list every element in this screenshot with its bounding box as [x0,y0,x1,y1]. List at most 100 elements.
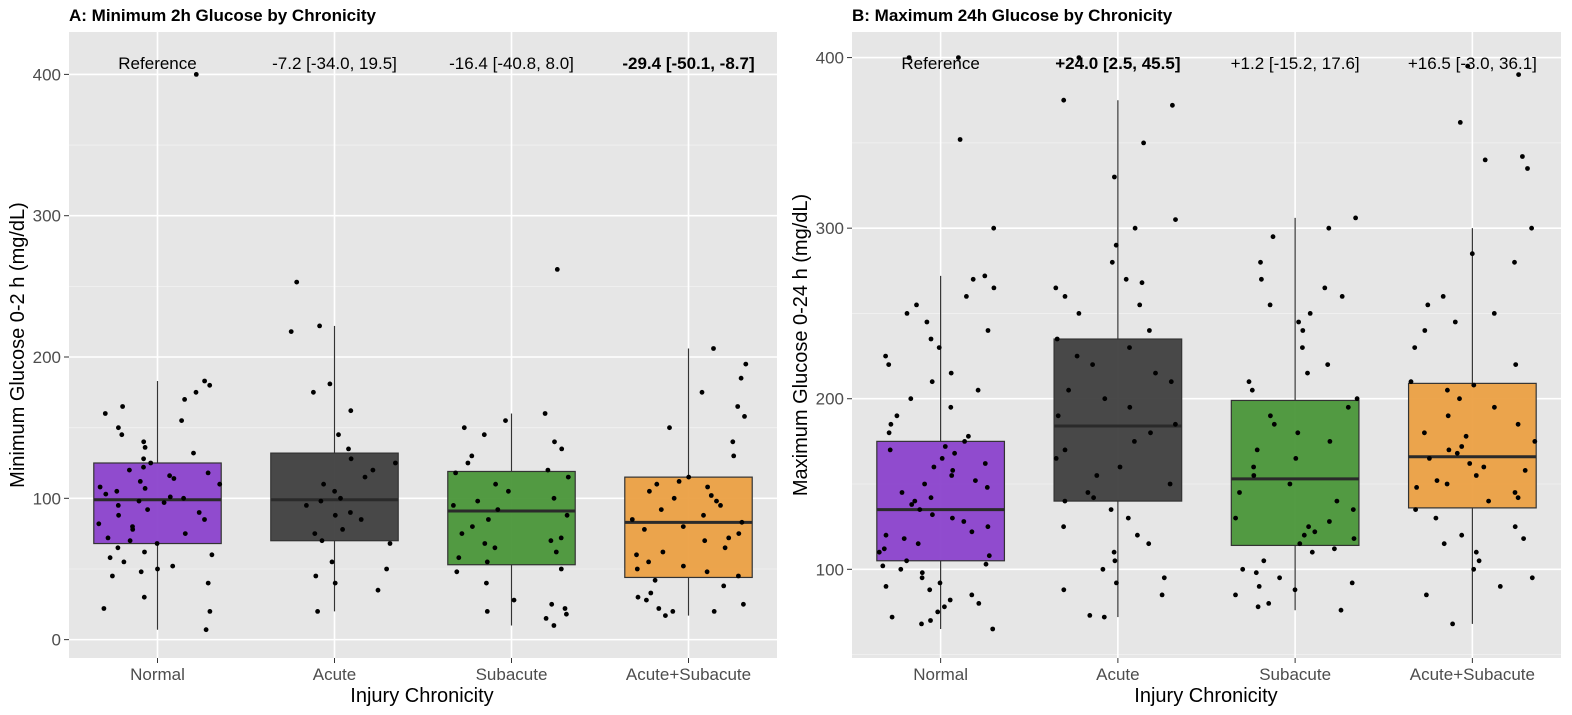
y-tick-label: 200 [816,390,844,409]
data-point [1251,464,1256,470]
data-point [1512,490,1518,495]
data-point [731,453,737,459]
data-point [912,498,918,504]
data-point [956,55,961,60]
data-point [207,382,213,388]
data-point [1463,433,1469,439]
box-iqr [270,452,399,542]
data-point [1481,464,1487,470]
data-point [1515,495,1521,501]
data-point [170,563,176,569]
data-point [145,507,151,512]
data-point [705,484,710,490]
data-point [647,488,652,494]
x-tick-label: Acute [1096,665,1139,684]
data-point [1074,353,1080,359]
data-point [1422,328,1428,333]
data-point [294,279,300,285]
data-point [542,411,548,416]
data-point [1061,97,1067,103]
y-tick-label: 300 [33,207,61,226]
data-point [969,592,975,598]
data-point [548,538,554,544]
data-point [1440,294,1446,299]
data-point [1309,549,1315,555]
data-point [1482,157,1488,163]
data-point [961,519,967,524]
data-point [1277,575,1282,581]
data-point [883,353,888,359]
data-point [1132,439,1137,444]
data-point [950,468,956,473]
data-point [1412,345,1418,350]
data-point [346,446,351,452]
data-point [114,488,120,494]
panel-b-x-axis-label: Injury Chronicity [1134,685,1277,707]
data-point [1159,592,1165,598]
panel-a-title: A: Minimum 2h Glucose by Chronicity [69,6,377,25]
data-point [880,563,886,569]
data-point [193,389,199,395]
y-tick-label: 0 [52,631,61,650]
data-point [1465,63,1471,69]
data-point [1433,515,1439,521]
data-point [110,573,115,579]
data-point [138,569,144,575]
data-point [1326,225,1332,231]
data-point [137,479,143,484]
data-point [1522,468,1528,473]
data-point [929,379,935,385]
data-point [1168,379,1174,385]
data-point [1334,498,1340,504]
data-point [565,474,571,480]
data-point [101,606,107,611]
data-point [196,510,202,515]
data-point [964,294,969,299]
data-point [1251,473,1257,478]
data-point [1054,336,1060,342]
data-point [1173,217,1178,223]
data-point [1471,382,1477,388]
data-point [193,72,199,77]
data-point [1102,396,1108,402]
data-point [486,517,491,522]
data-point [634,552,639,558]
data-point [96,521,102,527]
data-point [629,517,635,522]
box-iqr [1407,382,1537,509]
data-point [908,396,914,402]
data-point [1085,490,1091,495]
data-point [1253,570,1259,576]
data-point [1055,413,1061,419]
data-point [1307,311,1313,316]
data-point [1153,370,1158,376]
data-point [1062,447,1068,453]
data-point [886,430,892,436]
data-point [942,604,947,610]
data-point [906,55,912,60]
x-tick-label: Subacute [476,665,548,684]
data-point [154,541,160,546]
y-tick-label: 200 [33,348,61,367]
data-point [931,464,937,470]
data-point [493,481,498,487]
data-point [451,503,456,508]
data-point [660,549,666,555]
data-point [1296,319,1301,325]
data-point [387,541,393,546]
data-point [634,566,640,572]
data-point [1287,481,1293,487]
y-tick-label: 300 [816,219,844,238]
data-point [1173,421,1178,427]
data-point [97,484,103,490]
data-point [1293,456,1299,461]
effect-annotation: -7.2 [-34.0, 19.5] [272,54,397,73]
data-point [1469,251,1475,257]
data-point [889,614,895,620]
data-point [1525,166,1530,171]
data-point [327,381,333,387]
data-point [1297,541,1303,547]
data-point [1450,621,1455,627]
data-point [676,479,682,484]
